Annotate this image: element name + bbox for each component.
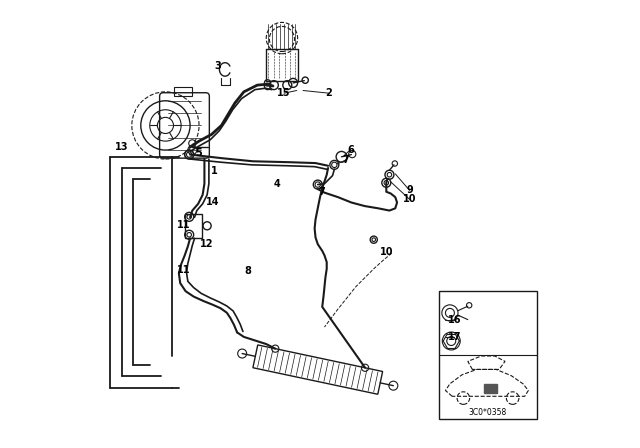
Text: 12: 12 (200, 239, 214, 249)
Text: 5: 5 (196, 148, 202, 158)
Text: 17: 17 (447, 332, 461, 342)
Text: 7: 7 (342, 155, 349, 165)
Text: 11: 11 (177, 265, 190, 275)
Bar (185, 214, 202, 238)
Text: 7: 7 (318, 187, 324, 197)
Text: 15: 15 (277, 88, 291, 98)
Text: 3C0*0358: 3C0*0358 (469, 408, 507, 417)
Text: 9: 9 (406, 185, 413, 195)
Bar (439, 291, 538, 419)
Text: 4: 4 (274, 179, 281, 189)
Text: 10: 10 (380, 247, 393, 257)
Text: 2: 2 (326, 88, 332, 98)
Polygon shape (484, 384, 497, 393)
Text: 16: 16 (447, 315, 461, 325)
Text: 11: 11 (177, 220, 190, 230)
Text: 8: 8 (244, 266, 251, 276)
Text: 6: 6 (347, 145, 354, 155)
Text: 1: 1 (211, 166, 218, 176)
Text: 3: 3 (214, 61, 221, 71)
Text: 10: 10 (403, 194, 417, 204)
Text: 13: 13 (115, 142, 129, 152)
Bar (174, 87, 192, 96)
Text: 14: 14 (205, 198, 220, 207)
